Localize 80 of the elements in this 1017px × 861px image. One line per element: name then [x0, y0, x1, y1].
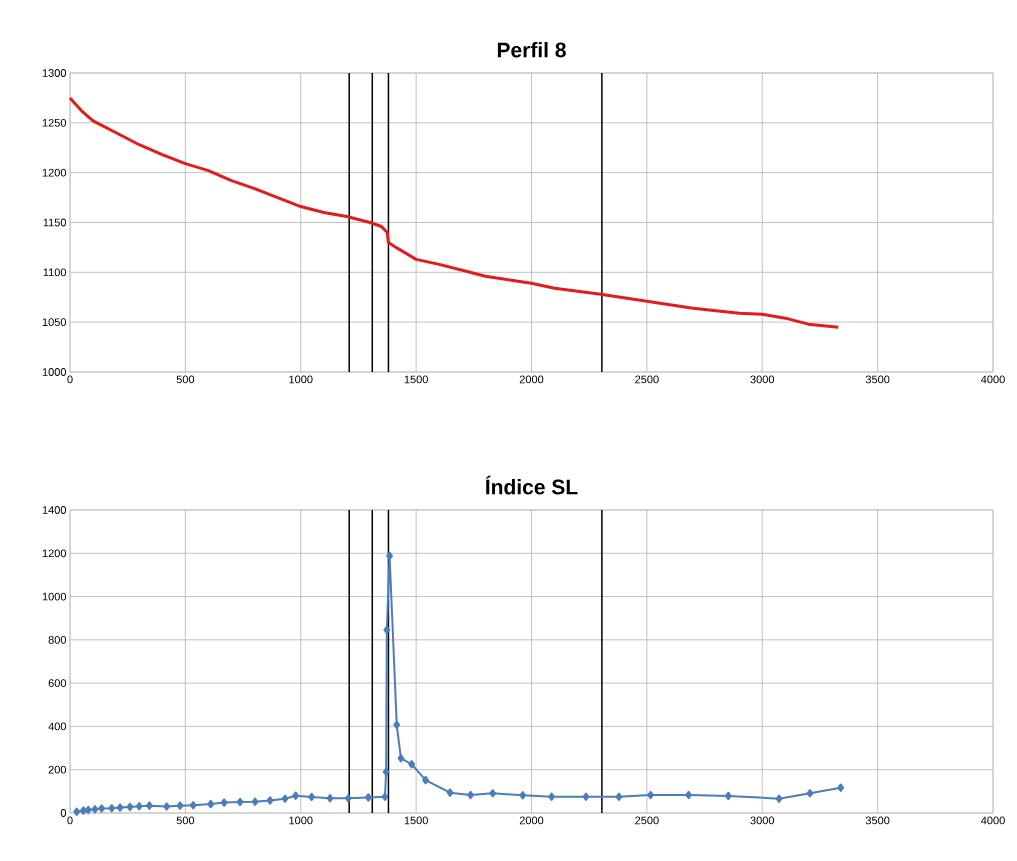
x-tick-label: 1000: [289, 375, 313, 384]
point: [364, 793, 372, 802]
y-tick-label: 1000: [42, 592, 67, 601]
y-tick-label: 1050: [42, 318, 67, 327]
y-tick-label: 1250: [42, 118, 67, 127]
point: [548, 792, 555, 801]
x-tick-label: 1500: [404, 375, 428, 384]
y-tick-label: 1000: [42, 368, 67, 376]
point: [386, 551, 393, 561]
y-tick-label: 600: [48, 679, 67, 688]
x-tick-label: 3500: [865, 816, 890, 825]
x-tick-label: 2000: [519, 816, 544, 825]
x-tick-label: 3000: [750, 816, 775, 825]
point: [582, 792, 590, 801]
point: [724, 791, 732, 801]
point: [383, 625, 391, 635]
point: [381, 792, 389, 801]
x-tick-label: 0: [67, 816, 73, 825]
point: [489, 789, 497, 798]
point: [84, 805, 92, 815]
point: [467, 790, 474, 800]
x-tick-label: 4000: [981, 816, 1005, 825]
point: [397, 754, 405, 763]
point: [408, 760, 416, 769]
x-tick-label: 3500: [865, 375, 890, 384]
point: [98, 804, 106, 813]
point: [393, 720, 401, 730]
point: [382, 767, 390, 777]
x-tick-label: 2000: [519, 375, 544, 384]
point: [519, 791, 527, 800]
point: [647, 790, 654, 800]
y-tick-label: 0: [60, 809, 67, 817]
point: [135, 802, 143, 811]
chart-title: Índice SL: [485, 475, 578, 495]
point: [837, 783, 845, 792]
point: [292, 791, 300, 800]
point: [220, 798, 228, 807]
point: [91, 805, 99, 814]
x-tick-label: 500: [176, 375, 195, 384]
point: [189, 800, 197, 810]
point: [266, 796, 274, 805]
point: [615, 792, 623, 801]
x-tick-label: 0: [67, 375, 73, 384]
x-tick-label: 3000: [750, 375, 775, 384]
point: [163, 802, 171, 811]
y-tick-label: 1150: [43, 218, 67, 227]
point: [145, 801, 153, 810]
point: [251, 797, 259, 806]
point: [236, 797, 244, 807]
point: [207, 799, 215, 809]
y-tick-label: 800: [48, 635, 67, 644]
point: [79, 806, 87, 815]
point: [73, 807, 81, 816]
y-tick-label: 200: [48, 765, 67, 774]
point: [446, 788, 454, 797]
point: [326, 794, 334, 803]
point: [422, 775, 429, 785]
point: [344, 794, 352, 803]
x-tick-label: 1000: [289, 816, 313, 825]
y-tick-label: 1200: [42, 549, 67, 558]
x-tick-label: 1500: [404, 816, 428, 825]
y-tick-label: 400: [48, 722, 67, 731]
y-tick-label: 1400: [42, 506, 67, 514]
point: [281, 794, 289, 803]
point: [685, 790, 693, 800]
point: [108, 804, 116, 813]
point: [126, 802, 134, 812]
y-tick-label: 1200: [42, 168, 67, 177]
x-tick-label: 4000: [981, 375, 1005, 384]
x-tick-label: 2500: [635, 816, 659, 825]
point: [116, 803, 124, 812]
y-tick-label: 1100: [43, 268, 67, 277]
x-tick-label: 500: [176, 816, 195, 825]
point: [176, 801, 184, 810]
y-tick-label: 1300: [42, 69, 67, 77]
point: [806, 789, 814, 798]
point: [308, 792, 315, 802]
x-tick-label: 2500: [635, 375, 659, 384]
point: [775, 794, 783, 803]
chart-title: Perfil 8: [497, 42, 566, 58]
